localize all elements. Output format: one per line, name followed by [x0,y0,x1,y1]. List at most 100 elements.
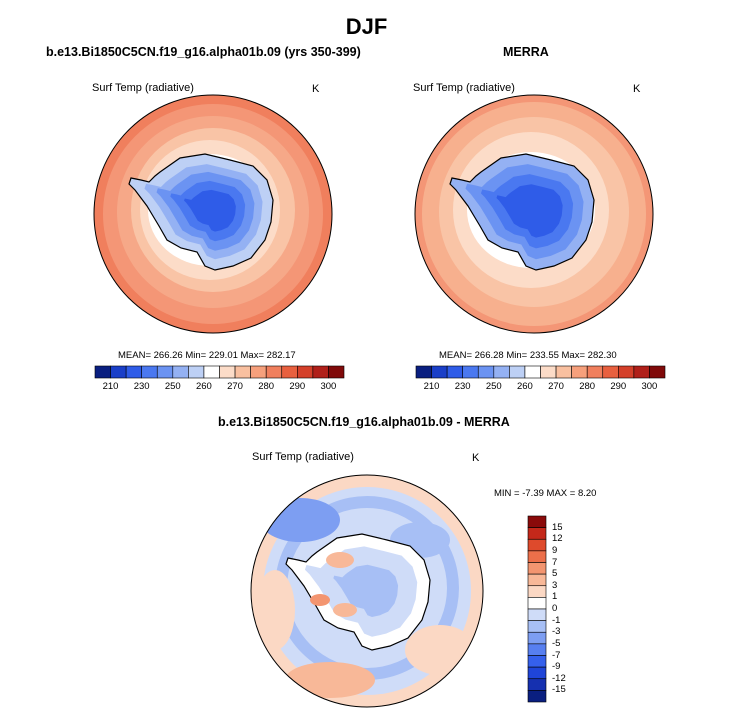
obs-colorbar-tick-label: 230 [454,381,471,392]
model-colorbar-swatch [156,365,174,379]
diff-colorbar-swatch [527,608,547,621]
obs-colorbar-tick-label: 280 [579,381,596,392]
diff-colorbar-swatch [527,631,547,645]
model-colorbar-tick-label: 210 [102,381,119,392]
obs-colorbar-tick-label: 260 [516,381,533,392]
model-colorbar-tick-label: 230 [133,381,150,392]
model-colorbar-swatch [141,365,158,379]
model-colorbar-swatch [188,365,205,379]
model-colorbar-tick-label: 280 [258,381,275,392]
diff-colorbar-tick-label: 0 [552,603,558,614]
obs-colorbar-swatch [462,365,479,379]
model-colorbar-swatch [125,365,142,379]
obs-colorbar-swatch [618,365,635,379]
diff-colorbar-tick-label: -9 [552,661,561,673]
model-colorbar-tick-label: 290 [289,381,306,392]
model-colorbar-tick-label: 250 [164,381,181,392]
model-variable-label: Surf Temp (radiative) [92,82,194,94]
obs-panel-title: MERRA [503,45,549,59]
diff-colorbar-swatch [527,515,547,528]
model-colorbar-swatch [203,365,220,379]
diff-colorbar-tick-label: -3 [552,626,561,638]
obs-colorbar-swatch [586,365,604,379]
obs-colorbar-swatch [477,365,495,379]
diff-colorbar-tick-label: -12 [552,672,566,684]
model-colorbar-swatch [281,365,298,379]
obs-colorbar-swatch [524,365,541,379]
diff-colorbar-swatch [527,655,547,668]
diff-units-label: K [472,452,480,464]
obs-colorbar-swatch [431,365,448,379]
diff-colorbar-swatch [527,690,547,703]
diff-colorbar-tick-label: -5 [552,637,561,649]
diff-map-border [250,474,484,708]
diff-colorbar-swatch [527,597,547,610]
obs-map-border [414,94,654,334]
obs-colorbar-swatch [446,365,463,379]
model-map-border [93,94,333,334]
obs-colorbar [415,365,666,379]
obs-units-label: K [633,83,641,95]
model-colorbar-tick-label: 270 [227,381,243,392]
diff-colorbar-tick-label: 7 [552,556,558,568]
diff-colorbar-tick-label: 1 [552,591,558,603]
model-stats: MEAN= 266.26 Min= 229.01 Max= 282.17 [118,350,296,361]
obs-colorbar-swatch [509,365,526,379]
model-colorbar-swatch [219,365,236,379]
model-colorbar-swatch [110,365,127,379]
diff-colorbar-tick-label: -15 [552,684,566,696]
obs-colorbar-tick-label: 210 [423,381,440,392]
diff-colorbar-swatch [527,538,547,552]
diff-colorbar-tick-label: -7 [552,649,561,661]
model-colorbar [94,365,345,379]
diff-colorbar-swatch [527,585,547,598]
diff-colorbar-swatch [527,527,547,540]
obs-colorbar-tick-label: 250 [485,381,502,392]
diff-colorbar-tick-label: 15 [552,521,563,533]
diff-colorbar-tick-label: 9 [552,544,558,556]
diff-colorbar-swatch [527,643,547,656]
obs-colorbar-tick-label: 270 [548,381,564,392]
page-title: DJF [345,14,388,39]
obs-colorbar-tick-label: 290 [610,381,627,392]
diff-colorbar-tick-label: 3 [552,579,558,591]
diff-colorbar-tick-label: 5 [552,568,558,580]
model-colorbar-tick-label: 300 [320,381,337,392]
obs-colorbar-tick-label: 300 [641,381,658,392]
diff-colorbar-swatch [527,550,547,563]
diff-colorbar-swatch [527,562,547,575]
model-colorbar-tick-label: 260 [195,381,212,392]
obs-colorbar-swatch [633,365,650,379]
diff-map [251,475,483,707]
model-colorbar-swatch [265,365,283,379]
obs-colorbar-swatch [415,365,432,379]
model-units-label: K [312,83,320,95]
model-colorbar-swatch [250,365,267,379]
obs-stats: MEAN= 266.28 Min= 233.55 Max= 282.30 [439,350,617,361]
obs-map [415,95,653,333]
model-colorbar-swatch [172,365,189,379]
diff-colorbar-tick-label: -1 [552,614,561,626]
diff-colorbar-swatch [527,620,547,633]
model-map [94,95,332,333]
model-colorbar-swatch [328,365,345,379]
obs-colorbar-swatch [555,365,572,379]
obs-colorbar-swatch [649,365,666,379]
diff-variable-label: Surf Temp (radiative) [252,451,354,463]
model-panel-title: b.e13.Bi1850C5CN.f19_g16.alpha01b.09 (yr… [46,45,361,59]
model-colorbar-swatch [94,365,111,379]
diff-colorbar-swatch [527,573,547,587]
diff-stats: MIN = -7.39 MAX = 8.20 [494,488,597,499]
obs-colorbar-swatch [493,365,510,379]
diff-colorbar-tick-label: 12 [552,533,563,545]
diff-colorbar-swatch [527,678,547,691]
diff-colorbar [527,515,547,703]
model-colorbar-swatch [312,365,329,379]
obs-colorbar-swatch [540,365,557,379]
model-colorbar-swatch [234,365,251,379]
diff-colorbar-swatch [527,666,547,680]
obs-colorbar-swatch [571,365,588,379]
obs-variable-label: Surf Temp (radiative) [413,82,515,94]
diff-panel-title: b.e13.Bi1850C5CN.f19_g16.alpha01b.09 - M… [218,415,510,429]
